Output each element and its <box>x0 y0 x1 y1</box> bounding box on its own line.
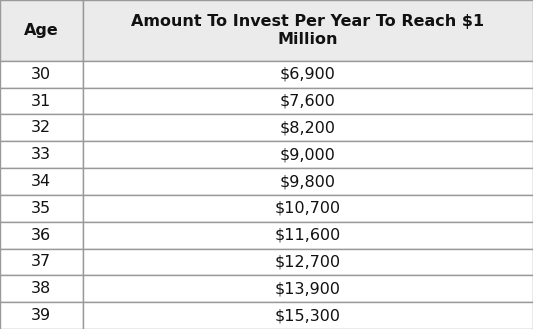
Text: Age: Age <box>24 23 59 38</box>
Text: 37: 37 <box>31 254 51 269</box>
Bar <box>83 141 533 168</box>
Bar <box>83 249 533 275</box>
Text: 30: 30 <box>31 67 51 82</box>
Bar <box>0 114 83 141</box>
Bar <box>0 249 83 275</box>
Text: Amount To Invest Per Year To Reach $1
Million: Amount To Invest Per Year To Reach $1 Mi… <box>131 13 484 47</box>
Bar <box>0 168 83 195</box>
Text: $10,700: $10,700 <box>274 201 341 216</box>
Bar <box>0 141 83 168</box>
Bar <box>83 275 533 302</box>
Bar <box>0 222 83 249</box>
Text: $12,700: $12,700 <box>274 254 341 269</box>
Bar <box>83 168 533 195</box>
Text: $9,000: $9,000 <box>280 147 336 162</box>
Text: $9,800: $9,800 <box>280 174 336 189</box>
Text: 36: 36 <box>31 228 51 243</box>
Text: 34: 34 <box>31 174 51 189</box>
Text: $7,600: $7,600 <box>280 93 336 109</box>
Bar <box>0 195 83 222</box>
Text: $13,900: $13,900 <box>275 281 341 296</box>
Bar <box>83 222 533 249</box>
Text: $8,200: $8,200 <box>280 120 336 136</box>
Bar <box>0 88 83 114</box>
Text: $6,900: $6,900 <box>280 67 336 82</box>
Text: $15,300: $15,300 <box>275 308 341 323</box>
Bar <box>83 61 533 88</box>
Bar <box>83 0 533 61</box>
Text: 39: 39 <box>31 308 51 323</box>
Text: 31: 31 <box>31 93 51 109</box>
Text: 38: 38 <box>31 281 51 296</box>
Bar <box>0 0 83 61</box>
Bar <box>83 195 533 222</box>
Text: 35: 35 <box>31 201 51 216</box>
Bar <box>0 302 83 329</box>
Text: 33: 33 <box>31 147 51 162</box>
Bar <box>83 302 533 329</box>
Bar <box>0 61 83 88</box>
Text: $11,600: $11,600 <box>274 228 341 243</box>
Bar <box>0 275 83 302</box>
Bar <box>83 114 533 141</box>
Bar <box>83 88 533 114</box>
Text: 32: 32 <box>31 120 51 136</box>
